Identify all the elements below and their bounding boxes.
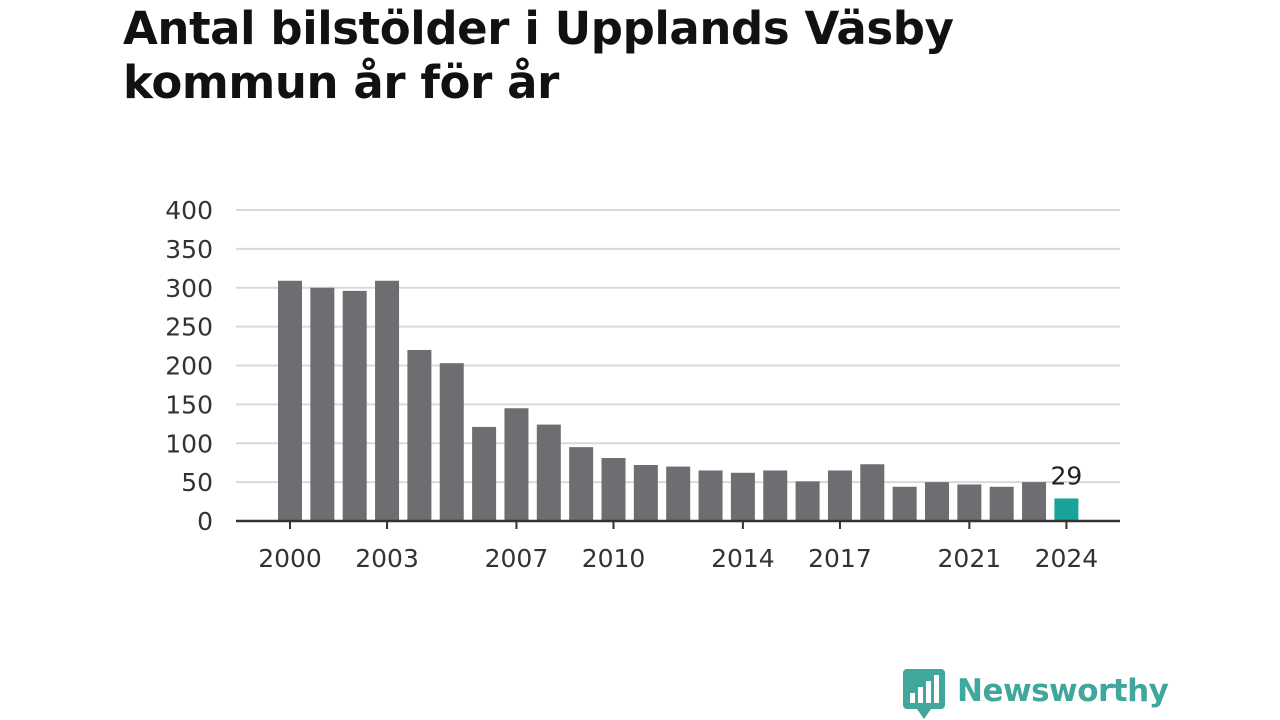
bar-2021 [957,484,982,521]
bar-chart: 0 50 100 150 200 250 300 350 400 2000 2003 2007 201… [165,196,1120,573]
y-axis-ticks: 0 50 100 150 200 250 300 350 400 [165,196,213,536]
y-tick-label-300: 300 [165,274,213,303]
bar-2008 [536,424,561,521]
bar-2013 [698,470,723,521]
logo-text: Newsworthy [957,673,1169,709]
x-tick-label-2003: 2003 [355,544,419,573]
bar-2019 [892,486,917,521]
x-tick-label-2000: 2000 [258,544,322,573]
bar-2009 [569,447,594,521]
bar-2022 [989,486,1014,521]
bar-2002 [342,290,367,521]
y-tick-label-0: 0 [197,507,213,536]
bars [278,280,1079,521]
newsworthy-chart-bubble-icon [903,669,945,719]
newsworthy-logo: Newsworthy [903,669,1169,719]
y-tick-label-350: 350 [165,235,213,264]
x-tick-label-2010: 2010 [582,544,646,573]
x-tick-label-2021: 2021 [938,544,1002,573]
bar-2010 [601,458,626,521]
bar-2023 [1022,482,1047,521]
bar-2011 [633,465,658,521]
data-label-2024: 29 [1050,461,1082,490]
x-axis-ticks: 2000 2003 2007 2010 2014 2017 2021 2024 [258,521,1098,573]
bar-2015 [763,470,788,521]
bar-2017 [827,470,852,521]
bar-2000 [278,280,302,521]
annotations: 29 [1050,461,1082,490]
bar-2001 [310,287,335,521]
bar-2003 [375,280,400,521]
gridlines [236,209,1120,484]
bar-2020 [925,482,949,521]
bar-2012 [666,466,691,521]
bar-2005 [439,363,464,521]
y-tick-label-400: 400 [165,196,213,225]
y-tick-label-200: 200 [165,352,213,381]
bar-2006 [472,426,497,521]
bar-2024 [1054,498,1079,521]
y-tick-label-100: 100 [165,429,213,458]
bar-2018 [860,464,885,521]
x-tick-label-2014: 2014 [711,544,775,573]
x-tick-label-2017: 2017 [808,544,872,573]
bar-2007 [504,408,529,521]
bar-2016 [795,481,820,521]
chart-title: Antal bilstölder i Upplands Väsby kommun… [123,2,954,109]
y-tick-label-250: 250 [165,313,213,342]
bar-2014 [730,472,755,521]
y-tick-label-150: 150 [165,390,213,419]
y-tick-label-50: 50 [181,468,213,497]
x-tick-label-2007: 2007 [485,544,549,573]
x-tick-label-2024: 2024 [1035,544,1099,573]
bar-2004 [407,349,432,521]
